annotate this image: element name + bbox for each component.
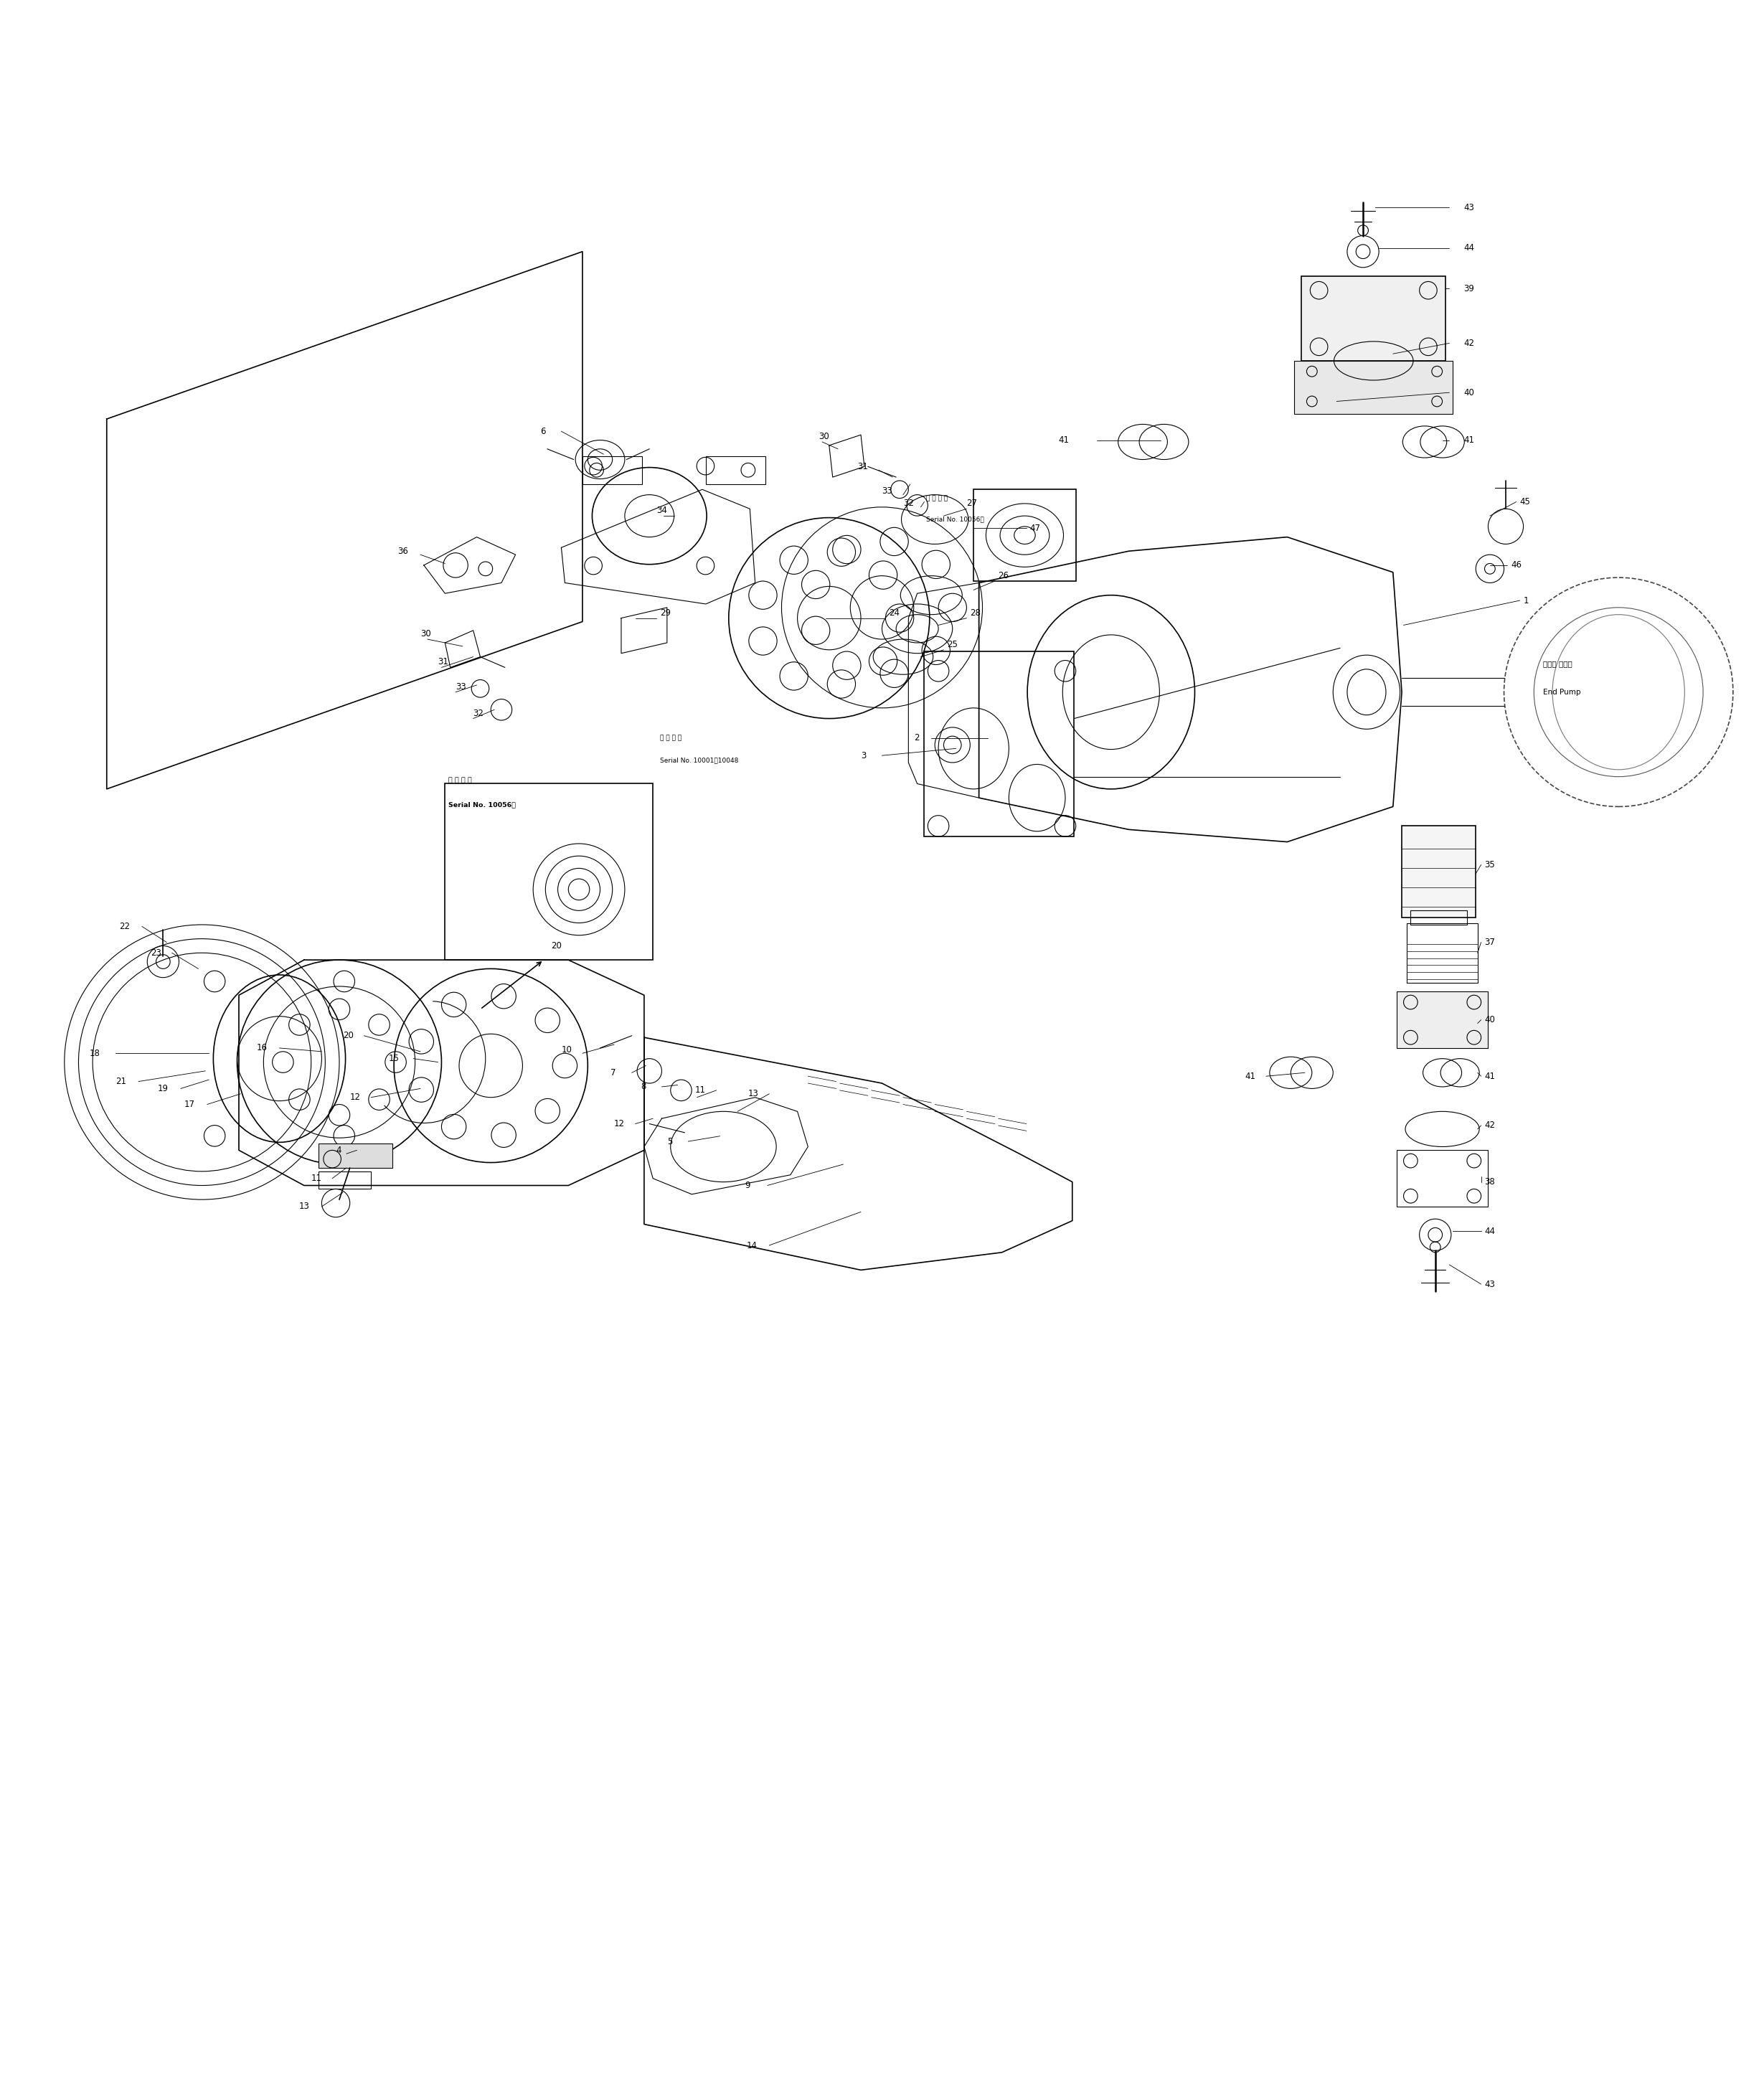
Text: 6: 6 (540, 426, 545, 437)
Text: 44: 44 (1485, 1226, 1496, 1237)
Text: 13: 13 (748, 1088, 759, 1099)
Bar (318, 1143, 392, 1168)
Text: End Pump: End Pump (1544, 689, 1581, 696)
Text: 46: 46 (1512, 560, 1522, 570)
Text: 適 用 号 機: 適 用 号 機 (660, 735, 681, 742)
Text: 20: 20 (550, 942, 561, 950)
Bar (1397, 992, 1489, 1049)
Text: 10: 10 (561, 1044, 572, 1055)
Text: 27: 27 (967, 499, 977, 508)
Text: 41: 41 (1245, 1072, 1256, 1080)
Bar (1295, 361, 1454, 414)
Text: 34: 34 (656, 506, 667, 516)
Text: 32: 32 (473, 708, 483, 719)
Text: 適 用 号 機: 適 用 号 機 (448, 777, 473, 783)
Bar (318, 1172, 370, 1189)
Text: 41: 41 (1058, 435, 1069, 445)
Bar (924, 652, 1074, 836)
Text: 45: 45 (1521, 497, 1531, 506)
Text: 32: 32 (903, 499, 914, 508)
Text: 22: 22 (118, 921, 131, 932)
Text: 47: 47 (1030, 524, 1041, 533)
Text: 29: 29 (660, 608, 670, 618)
Text: 13: 13 (298, 1201, 309, 1212)
Bar (1408, 923, 1478, 982)
Text: 30: 30 (818, 432, 829, 441)
Text: 9: 9 (744, 1180, 750, 1191)
Text: 18: 18 (90, 1049, 101, 1057)
Text: 30: 30 (420, 629, 430, 639)
Bar (1402, 825, 1476, 917)
Text: 24: 24 (889, 608, 900, 618)
Text: 40: 40 (1464, 389, 1475, 397)
Text: 20: 20 (342, 1032, 353, 1040)
Text: 17: 17 (183, 1099, 196, 1109)
Text: 16: 16 (256, 1042, 268, 1053)
Text: 44: 44 (1464, 244, 1475, 253)
Text: 19: 19 (157, 1084, 169, 1093)
Bar (1397, 1151, 1489, 1207)
Text: 7: 7 (610, 1067, 616, 1078)
Text: 12: 12 (614, 1120, 624, 1128)
Text: 38: 38 (1485, 1178, 1496, 1187)
Text: Serial No. 10056〜: Serial No. 10056〜 (448, 802, 517, 808)
Text: 33: 33 (882, 487, 893, 495)
Bar (445, 783, 653, 961)
Text: 2: 2 (914, 733, 919, 742)
Text: 33: 33 (455, 683, 466, 691)
Text: 12: 12 (349, 1093, 360, 1103)
Text: 43: 43 (1464, 203, 1475, 213)
Text: 31: 31 (437, 658, 448, 666)
Text: 23: 23 (150, 948, 162, 957)
Text: 40: 40 (1485, 1015, 1496, 1024)
Bar (582, 455, 642, 485)
Text: 41: 41 (1485, 1072, 1496, 1080)
Text: 35: 35 (1485, 861, 1496, 869)
Text: 1: 1 (1524, 595, 1529, 606)
Text: 14: 14 (746, 1241, 757, 1249)
Text: 42: 42 (1464, 338, 1475, 349)
Text: 11: 11 (310, 1174, 321, 1182)
Text: 36: 36 (397, 547, 407, 556)
Text: 31: 31 (857, 462, 868, 472)
Text: 4: 4 (335, 1145, 340, 1155)
Text: 26: 26 (998, 570, 1009, 581)
Text: 15: 15 (388, 1055, 399, 1063)
Text: Serial No. 10056〜: Serial No. 10056〜 (926, 516, 984, 522)
Text: 41: 41 (1464, 435, 1475, 445)
Text: 28: 28 (970, 608, 981, 618)
Text: 43: 43 (1485, 1278, 1496, 1289)
Bar (1302, 276, 1446, 361)
Text: 3: 3 (861, 750, 866, 760)
Text: 37: 37 (1485, 938, 1496, 946)
Text: 8: 8 (640, 1082, 646, 1090)
Text: エンド ポンプ: エンド ポンプ (1544, 660, 1572, 666)
Bar (1411, 911, 1468, 925)
Text: 21: 21 (115, 1076, 127, 1086)
Bar (706, 455, 766, 485)
Text: 適 用 号 機: 適 用 号 機 (926, 495, 947, 501)
Text: 11: 11 (695, 1086, 706, 1095)
Text: 39: 39 (1464, 284, 1475, 292)
Text: 5: 5 (667, 1136, 672, 1147)
Bar (974, 489, 1076, 581)
Text: Serial No. 10001〜10048: Serial No. 10001〜10048 (660, 758, 739, 765)
Text: 25: 25 (947, 639, 958, 650)
Text: 42: 42 (1485, 1122, 1496, 1130)
